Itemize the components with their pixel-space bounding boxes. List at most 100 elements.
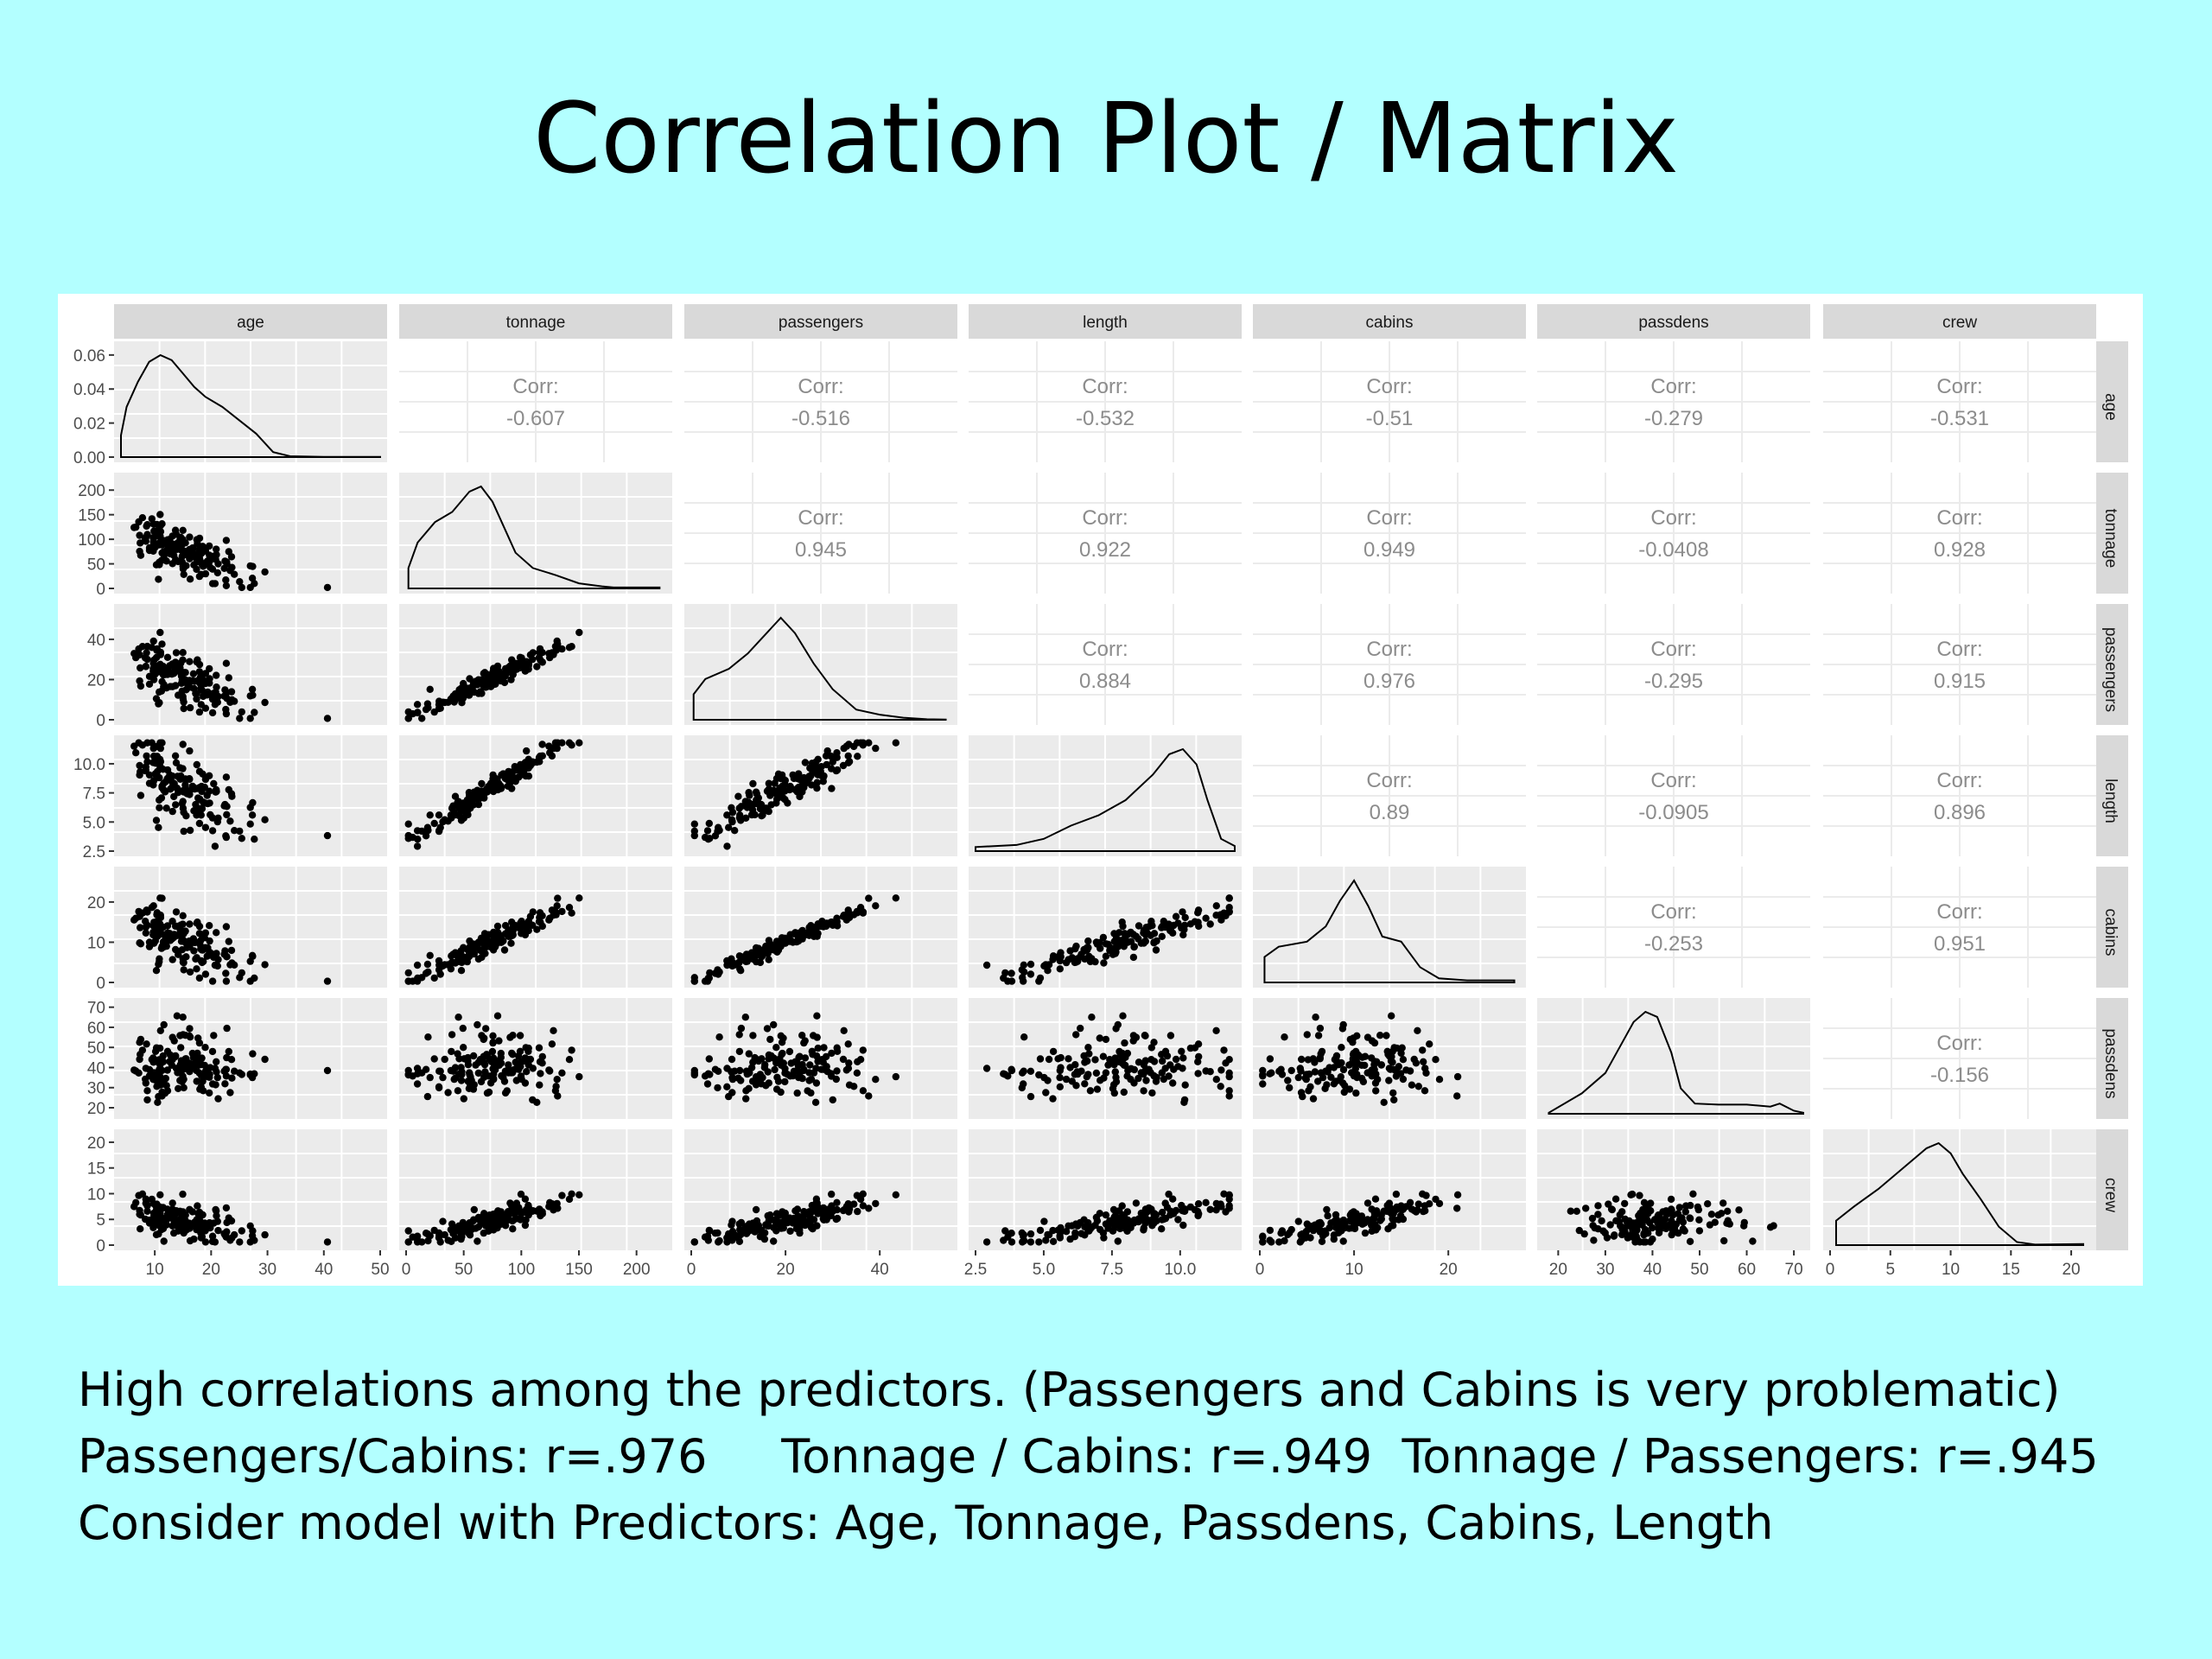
- ytick-label-crew: 15: [87, 1160, 105, 1179]
- point-passdens-tonnage: [538, 1052, 546, 1061]
- point-passdens-tonnage: [448, 1031, 456, 1039]
- point-crew-passengers: [805, 1208, 813, 1216]
- point-passdens-length: [1042, 1089, 1050, 1096]
- point-passdens-passengers: [745, 1050, 753, 1058]
- point-passdens-length: [1119, 1012, 1127, 1020]
- point-passdens-length: [1120, 1088, 1128, 1096]
- point-length-passengers: [844, 752, 852, 760]
- point-crew-length: [1148, 1222, 1156, 1230]
- ytick-label-age: 0.00: [73, 449, 105, 467]
- point-crew-passengers: [705, 1226, 713, 1235]
- point-crew-cabins: [1318, 1237, 1326, 1246]
- point-cabins-length: [1049, 956, 1057, 963]
- point-passdens-tonnage: [459, 1024, 467, 1033]
- point-tonnage-age: [156, 561, 163, 569]
- strip-label-age: age: [237, 314, 264, 332]
- point-passdens-length: [1150, 1039, 1158, 1046]
- corr-label-tonnage-length: Corr:: [1082, 506, 1128, 530]
- point-crew-tonnage: [447, 1225, 455, 1234]
- point-cabins-age: [142, 923, 149, 931]
- point-cabins-tonnage: [447, 965, 455, 973]
- point-passengers-tonnage: [426, 685, 434, 693]
- point-length-passengers: [805, 774, 813, 782]
- point-tonnage-age: [176, 537, 184, 545]
- slide-title: Correlation Plot / Matrix: [533, 83, 1679, 195]
- point-passdens-tonnage: [499, 1073, 507, 1082]
- strip-right-length: [2094, 735, 2128, 856]
- point-crew-cabins: [1277, 1230, 1285, 1237]
- point-cabins-length: [1150, 939, 1158, 947]
- point-cabins-age: [213, 929, 220, 937]
- point-passengers-age: [200, 677, 208, 685]
- point-crew-passdens: [1611, 1195, 1620, 1203]
- point-length-age: [251, 836, 258, 843]
- point-cabins-age: [136, 939, 143, 947]
- point-cabins-tonnage: [481, 950, 489, 957]
- point-crew-cabins: [1287, 1225, 1295, 1234]
- point-crew-length: [1042, 1236, 1050, 1244]
- point-passdens-length: [1112, 1025, 1120, 1033]
- point-passdens-age: [186, 1025, 194, 1033]
- point-crew-tonnage: [558, 1192, 566, 1199]
- point-cabins-age: [192, 955, 200, 963]
- point-cabins-passengers: [793, 931, 802, 938]
- strip-right-tonnage: [2094, 473, 2128, 594]
- point-passengers-tonnage: [550, 651, 557, 658]
- point-cabins-tonnage: [441, 961, 448, 969]
- point-crew-passdens: [1686, 1214, 1694, 1223]
- ytick-label-cabins: 10: [87, 934, 105, 952]
- point-length-passengers: [872, 744, 880, 753]
- point-passdens-passengers: [764, 1068, 772, 1076]
- point-crew-age: [151, 1201, 160, 1210]
- point-cabins-tonnage: [497, 938, 505, 946]
- point-passengers-tonnage: [497, 677, 505, 685]
- point-passengers-age: [162, 684, 170, 692]
- point-passdens-passengers: [810, 1069, 818, 1077]
- point-passdens-tonnage: [466, 1069, 474, 1077]
- point-passengers-age: [156, 628, 164, 637]
- point-crew-length: [1212, 1199, 1221, 1208]
- point-passengers-age: [179, 649, 187, 657]
- point-passdens-cabins: [1309, 1055, 1318, 1063]
- point-passdens-age: [179, 1059, 187, 1067]
- point-cabins-length: [1100, 959, 1108, 967]
- point-passdens-tonnage: [460, 1044, 467, 1052]
- point-length-passengers: [777, 775, 785, 783]
- point-passdens-tonnage: [489, 1039, 497, 1046]
- point-cabins-passengers: [854, 909, 861, 917]
- point-cabins-age: [222, 923, 231, 931]
- point-crew-cabins: [1305, 1225, 1313, 1233]
- point-length-age: [226, 817, 234, 825]
- point-passengers-age: [156, 651, 164, 658]
- point-passdens-tonnage: [454, 1087, 462, 1095]
- point-length-passengers: [793, 774, 802, 783]
- point-crew-passengers: [737, 1218, 746, 1227]
- point-crew-cabins: [1426, 1200, 1433, 1208]
- point-length-age: [193, 760, 200, 769]
- note-line-3: Consider model with Predictors: Age, Ton…: [78, 1496, 1774, 1550]
- point-cabins-tonnage: [430, 974, 438, 982]
- corr-label-length-cabins: Corr:: [1366, 769, 1412, 792]
- point-length-passengers: [728, 816, 736, 823]
- point-crew-length: [1102, 1211, 1110, 1219]
- point-cabins-passengers: [763, 943, 772, 951]
- point-passdens-passengers: [703, 1080, 712, 1088]
- point-passdens-passengers: [701, 1072, 709, 1080]
- point-length-tonnage: [430, 819, 438, 828]
- point-crew-passdens: [1661, 1215, 1669, 1223]
- point-tonnage-age: [193, 565, 200, 574]
- point-passdens-tonnage: [495, 1037, 503, 1045]
- point-crew-age: [222, 1204, 231, 1212]
- point-passengers-tonnage: [413, 701, 422, 709]
- point-crew-cabins: [1296, 1238, 1305, 1246]
- point-cabins-passengers: [770, 943, 778, 950]
- point-passdens-age: [177, 1044, 185, 1052]
- point-length-tonnage: [538, 752, 546, 760]
- point-passdens-length: [1150, 1058, 1159, 1065]
- point-passdens-tonnage: [426, 1073, 434, 1082]
- point-cabins-tonnage: [435, 957, 443, 965]
- point-crew-cabins: [1361, 1229, 1370, 1237]
- point-passdens-passengers: [742, 1095, 750, 1103]
- point-crew-tonnage: [474, 1237, 481, 1245]
- point-passdens-length: [1225, 1087, 1233, 1095]
